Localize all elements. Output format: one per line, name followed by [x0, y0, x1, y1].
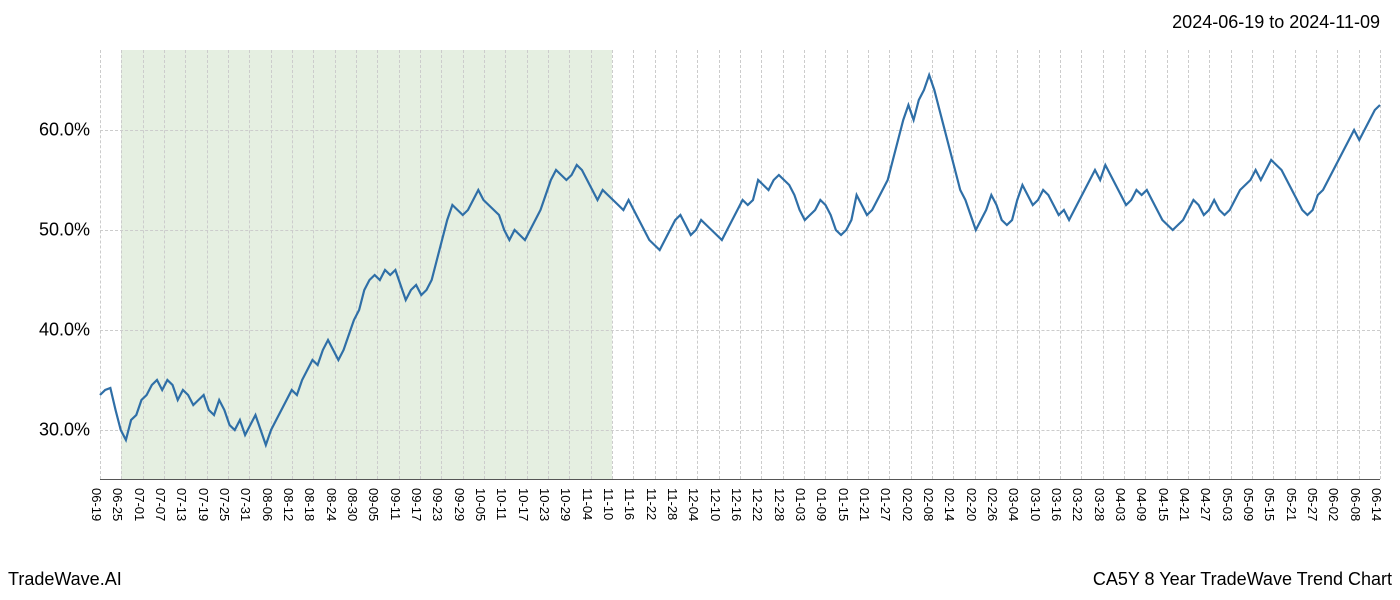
x-gridline — [1380, 50, 1381, 479]
x-tick-label: 06-08 — [1348, 488, 1363, 521]
x-tick-label: 03-16 — [1049, 488, 1064, 521]
x-tick-label: 01-21 — [857, 488, 872, 521]
x-tick-label: 03-10 — [1028, 488, 1043, 521]
x-tick-label: 09-05 — [366, 488, 381, 521]
x-tick-label: 05-27 — [1305, 488, 1320, 521]
x-tick-label: 02-26 — [985, 488, 1000, 521]
x-tick-label: 10-05 — [473, 488, 488, 521]
x-tick-label: 04-21 — [1177, 488, 1192, 521]
x-tick-label: 01-15 — [836, 488, 851, 521]
y-tick-label: 40.0% — [39, 320, 90, 341]
x-tick-label: 01-03 — [793, 488, 808, 521]
x-tick-label: 10-23 — [537, 488, 552, 521]
x-tick-label: 12-28 — [772, 488, 787, 521]
x-tick-label: 09-23 — [430, 488, 445, 521]
x-tick-label: 07-13 — [174, 488, 189, 521]
x-tick-label: 08-18 — [302, 488, 317, 521]
x-tick-label: 10-17 — [516, 488, 531, 521]
x-tick-label: 12-10 — [708, 488, 723, 521]
x-tick-label: 08-30 — [345, 488, 360, 521]
x-tick-label: 05-09 — [1241, 488, 1256, 521]
y-tick-label: 30.0% — [39, 420, 90, 441]
x-tick-label: 03-04 — [1006, 488, 1021, 521]
y-tick-label: 60.0% — [39, 120, 90, 141]
x-tick-label: 08-24 — [324, 488, 339, 521]
x-tick-label: 11-04 — [580, 488, 595, 520]
x-tick-label: 01-27 — [878, 488, 893, 521]
brand-label: TradeWave.AI — [8, 569, 122, 590]
chart-title: CA5Y 8 Year TradeWave Trend Chart — [1093, 569, 1392, 590]
x-tick-label: 05-03 — [1220, 488, 1235, 521]
x-tick-label: 11-16 — [622, 488, 637, 520]
x-tick-label: 07-25 — [217, 488, 232, 521]
x-tick-label: 06-19 — [89, 488, 104, 521]
x-tick-label: 06-25 — [110, 488, 125, 521]
x-tick-label: 11-28 — [665, 488, 680, 520]
x-tick-label: 09-17 — [409, 488, 424, 521]
x-tick-label: 11-10 — [601, 488, 616, 520]
plot-area — [100, 50, 1380, 480]
x-tick-label: 04-09 — [1134, 488, 1149, 521]
x-tick-label: 04-15 — [1156, 488, 1171, 521]
x-tick-label: 08-12 — [281, 488, 296, 521]
date-range-label: 2024-06-19 to 2024-11-09 — [1172, 12, 1380, 33]
x-tick-label: 07-01 — [132, 488, 147, 521]
y-tick-label: 50.0% — [39, 220, 90, 241]
trend-chart: 30.0%40.0%50.0%60.0% 06-1906-2507-0107-0… — [100, 50, 1380, 480]
x-tick-label: 10-29 — [558, 488, 573, 521]
x-tick-label: 12-16 — [729, 488, 744, 521]
x-tick-label: 12-04 — [686, 488, 701, 521]
x-tick-label: 07-07 — [153, 488, 168, 521]
x-tick-label: 02-08 — [921, 488, 936, 521]
x-tick-label: 10-11 — [494, 488, 509, 520]
x-tick-label: 07-31 — [238, 488, 253, 521]
x-tick-label: 07-19 — [196, 488, 211, 521]
x-tick-label: 02-14 — [942, 488, 957, 521]
x-tick-label: 02-02 — [900, 488, 915, 521]
x-tick-label: 09-29 — [452, 488, 467, 521]
x-tick-label: 09-11 — [388, 488, 403, 520]
x-tick-label: 02-20 — [964, 488, 979, 521]
x-tick-label: 11-22 — [644, 488, 659, 520]
line-series — [100, 50, 1380, 479]
x-tick-label: 03-22 — [1070, 488, 1085, 521]
x-tick-label: 01-09 — [814, 488, 829, 521]
x-tick-label: 08-06 — [260, 488, 275, 521]
x-tick-label: 06-14 — [1369, 488, 1384, 521]
x-tick-label: 04-03 — [1113, 488, 1128, 521]
x-tick-label: 05-21 — [1284, 488, 1299, 521]
x-tick-label: 06-02 — [1326, 488, 1341, 521]
x-tick-label: 12-22 — [750, 488, 765, 521]
x-tick-label: 04-27 — [1198, 488, 1213, 521]
x-tick-label: 03-28 — [1092, 488, 1107, 521]
x-tick-label: 05-15 — [1262, 488, 1277, 521]
